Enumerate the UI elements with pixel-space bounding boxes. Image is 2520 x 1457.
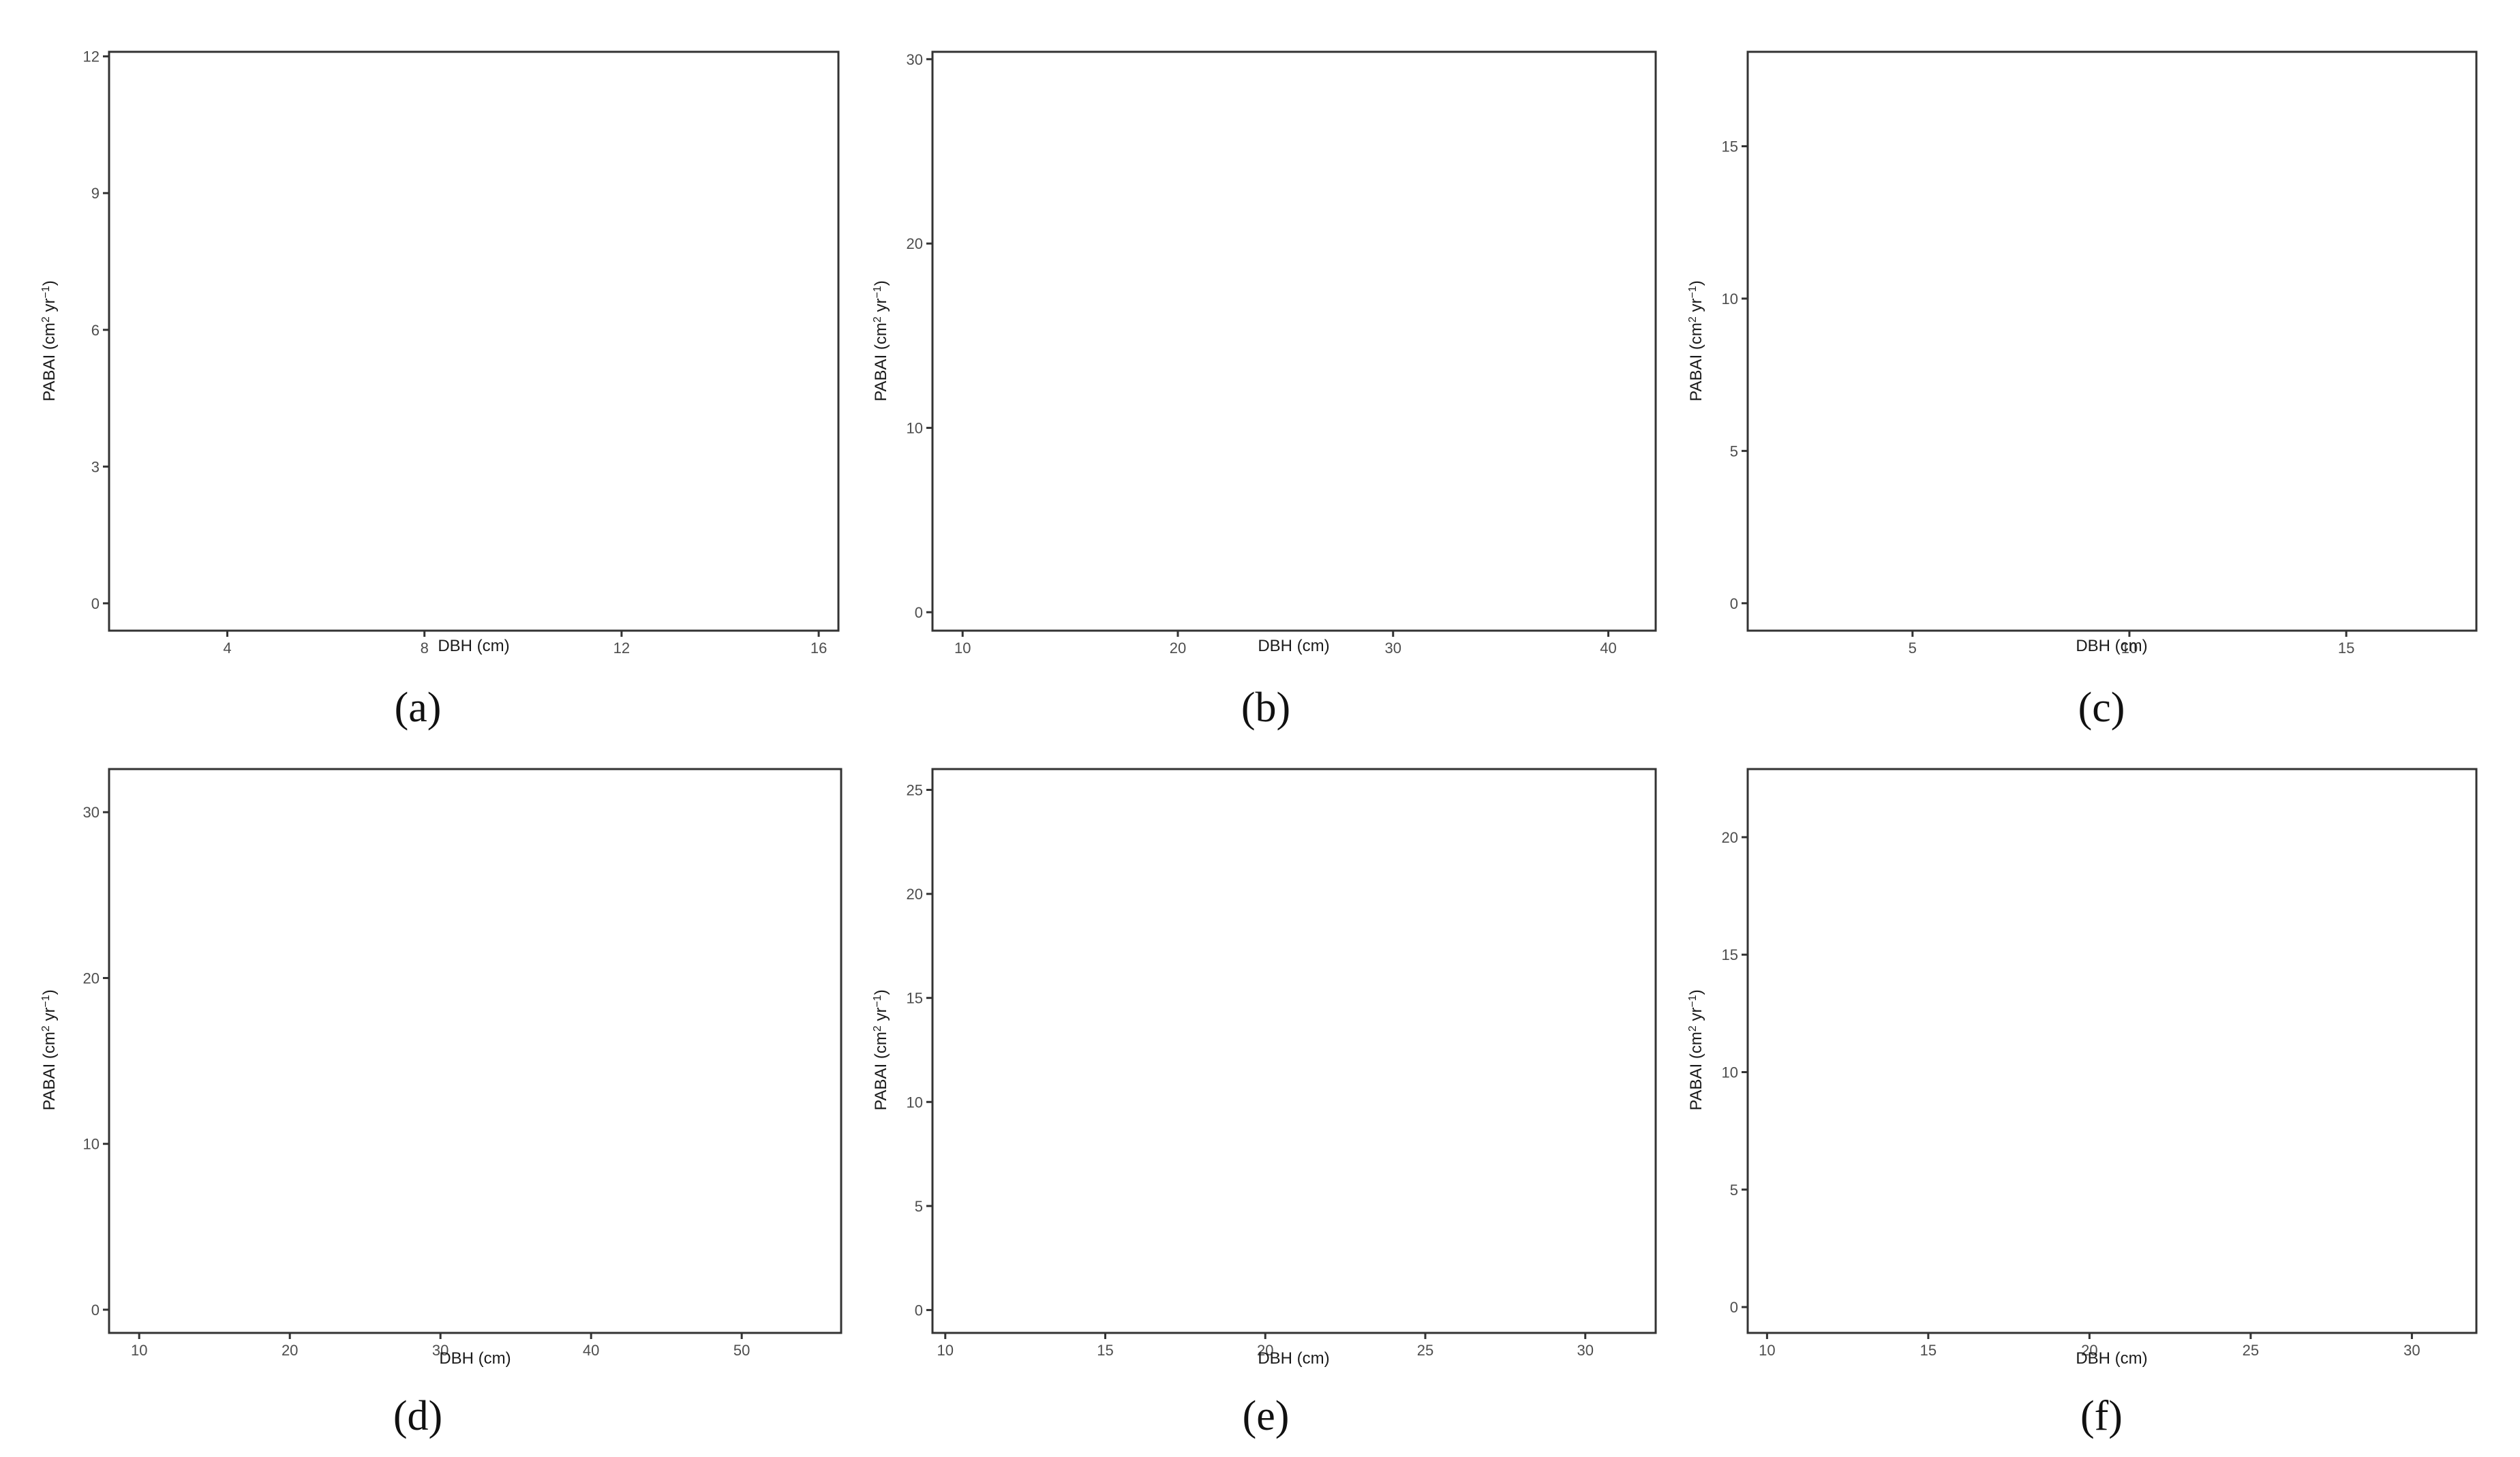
y-tick-label: 0 [91, 595, 100, 612]
plot-border [931, 50, 1657, 632]
panel-label: (a) [395, 685, 442, 731]
panel-label: (b) [1241, 685, 1290, 731]
panel-e: 10 15 20 25 30 0 5 10 15 20 25 DBH (cm) PABAI (cm2 y… [872, 768, 1657, 1439]
panel-label: (c) [2078, 685, 2125, 731]
y-tick-label: 5 [1730, 442, 1738, 460]
y-tick-label: 20 [907, 886, 923, 903]
panel-label: (f) [2080, 1393, 2123, 1439]
x-tick-label: 50 [733, 1342, 750, 1359]
x-tick-label: 4 [223, 640, 231, 657]
y-axis-title: PABAI (cm2 yr−1) [1687, 989, 1706, 1110]
panel-b: 10 20 30 40 0 10 20 30 DBH (cm) PABAI (cm2 yr−1) (… [872, 50, 1657, 731]
plot-border [931, 768, 1657, 1334]
y-tick-label: 0 [1730, 1299, 1738, 1316]
y-tick-label: 10 [83, 1136, 100, 1153]
x-tick-label: 30 [1385, 640, 1401, 657]
y-tick-label: 3 [91, 458, 100, 475]
plot-border [1746, 50, 2478, 632]
y-tick-label: 30 [907, 51, 923, 68]
y-tick-label: 0 [91, 1302, 100, 1319]
panel-label: (e) [1243, 1393, 1290, 1439]
panel-label: (d) [393, 1393, 442, 1439]
y-tick-label: 9 [91, 185, 100, 202]
x-axis-title: DBH (cm) [2076, 637, 2147, 655]
x-tick-label: 16 [810, 640, 827, 657]
y-axis-title: PABAI (cm2 yr−1) [40, 280, 59, 401]
x-tick-label: 40 [1600, 640, 1616, 657]
x-tick-label: 25 [2243, 1342, 2259, 1359]
panel-a: 4 8 12 16 0 3 6 9 12 DBH (cm) PABAI (cm2 yr−1) (a) [40, 48, 840, 731]
x-tick-label: 10 [131, 1342, 147, 1359]
y-axis-title: PABAI (cm2 yr−1) [872, 280, 891, 401]
x-tick-label: 30 [432, 1342, 449, 1359]
y-tick-label: 20 [1722, 829, 1738, 846]
x-tick-label: 20 [1170, 640, 1186, 657]
x-tick-label: 5 [1909, 640, 1917, 657]
y-tick-label: 15 [1722, 946, 1738, 963]
plot-border [108, 50, 840, 632]
y-tick-label: 30 [83, 804, 100, 821]
y-tick-label: 10 [1722, 290, 1738, 307]
panel-c: 5 10 15 0 5 10 15 DBH (cm) PABAI (cm2 yr−1) (c) [1687, 50, 2478, 731]
x-tick-label: 25 [1417, 1342, 1433, 1359]
y-tick-label: 20 [83, 970, 100, 987]
x-tick-label: 20 [2081, 1342, 2097, 1359]
y-tick-label: 0 [915, 604, 923, 621]
x-axis-title: DBH (cm) [439, 1349, 511, 1368]
x-tick-label: 12 [613, 640, 630, 657]
x-tick-label: 15 [1097, 1342, 1113, 1359]
y-tick-label: 10 [907, 420, 923, 437]
y-tick-label: 15 [1722, 138, 1738, 155]
x-tick-label: 15 [1920, 1342, 1937, 1359]
y-axis-title: PABAI (cm2 yr−1) [40, 989, 59, 1110]
x-tick-label: 8 [421, 640, 429, 657]
y-tick-label: 15 [907, 990, 923, 1007]
x-tick-label: 30 [2403, 1342, 2420, 1359]
y-axis-title: PABAI (cm2 yr−1) [1687, 280, 1706, 401]
x-axis-title: DBH (cm) [2076, 1349, 2147, 1368]
x-tick-label: 20 [282, 1342, 298, 1359]
plot-border [108, 768, 842, 1334]
x-tick-label: 15 [2338, 640, 2354, 657]
y-tick-label: 5 [1730, 1182, 1738, 1199]
x-tick-label: 10 [937, 1342, 954, 1359]
y-tick-label: 10 [907, 1094, 923, 1111]
x-axis-title: DBH (cm) [1258, 637, 1329, 655]
x-tick-label: 40 [583, 1342, 599, 1359]
x-tick-label: 10 [954, 640, 971, 657]
y-tick-label: 12 [83, 48, 100, 65]
y-tick-label: 25 [907, 782, 923, 799]
x-axis-title: DBH (cm) [1258, 1349, 1329, 1368]
x-tick-label: 30 [1577, 1342, 1593, 1359]
plot-border [1746, 768, 2478, 1334]
y-tick-label: 10 [1722, 1064, 1738, 1081]
x-tick-label: 20 [1257, 1342, 1273, 1359]
x-tick-label: 10 [1759, 1342, 1775, 1359]
y-tick-label: 5 [915, 1198, 923, 1215]
y-tick-label: 6 [91, 322, 100, 339]
y-axis-title: PABAI (cm2 yr−1) [872, 989, 891, 1110]
x-axis-title: DBH (cm) [438, 637, 509, 655]
y-tick-label: 0 [1730, 595, 1738, 612]
y-tick-label: 0 [915, 1302, 923, 1319]
x-tick-label: 10 [2121, 640, 2138, 657]
y-tick-label: 20 [907, 235, 923, 252]
